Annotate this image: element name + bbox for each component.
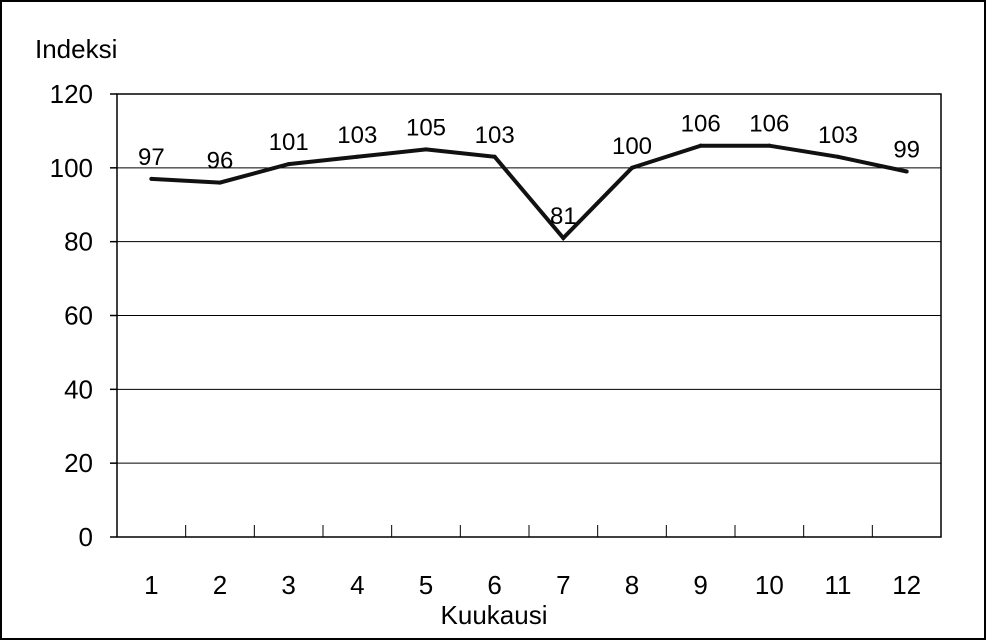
data-label: 99 — [893, 137, 920, 164]
data-label: 106 — [749, 111, 789, 138]
data-point — [149, 176, 154, 181]
x-tick-label: 12 — [892, 570, 921, 600]
x-tick-label: 5 — [419, 570, 433, 600]
data-label: 105 — [406, 114, 446, 141]
data-point — [767, 143, 772, 148]
series-layer — [149, 143, 909, 241]
data-label: 106 — [681, 111, 721, 138]
x-tick-label: 6 — [487, 570, 501, 600]
data-label: 81 — [550, 203, 577, 230]
y-tick-label: 0 — [79, 522, 93, 552]
x-tick-label: 11 — [825, 570, 852, 600]
y-tick-label: 120 — [50, 79, 93, 109]
x-tick-label: 4 — [350, 570, 364, 600]
x-tick-label: 7 — [556, 570, 570, 600]
y-tick-label: 80 — [64, 227, 93, 257]
data-label: 96 — [207, 148, 234, 175]
x-axis-ticks: 1 2 3 4 5 6 7 8 9 10 11 12 — [144, 525, 921, 600]
series-line — [151, 143, 908, 241]
data-label: 103 — [337, 122, 377, 149]
data-point — [355, 154, 360, 159]
data-label: 103 — [818, 122, 858, 149]
data-point — [218, 180, 222, 185]
data-label: 101 — [269, 129, 309, 156]
y-tick-label: 60 — [64, 301, 93, 331]
x-axis-title: Kuukausi — [441, 600, 548, 630]
y-axis-ticks: 0 20 40 60 80 100 120 — [50, 79, 117, 552]
y-tick-label: 100 — [50, 153, 93, 183]
gridlines — [117, 167, 941, 464]
x-tick-label: 2 — [213, 570, 227, 600]
x-tick-label: 1 — [144, 570, 158, 600]
x-tick-label: 3 — [281, 570, 295, 600]
data-point — [561, 235, 566, 240]
y-tick-label: 20 — [64, 448, 93, 478]
data-point — [836, 154, 840, 159]
x-tick-label: 10 — [755, 570, 784, 600]
y-axis-title: Indeksi — [35, 34, 117, 64]
data-labels: 97 96 101 103 105 103 81 100 106 106 103 99 — [138, 111, 920, 230]
data-label: 97 — [138, 144, 165, 171]
data-point — [424, 147, 428, 152]
data-label: 103 — [475, 122, 515, 149]
data-point — [904, 169, 909, 174]
data-point — [492, 154, 497, 159]
data-point — [698, 143, 703, 148]
data-label: 100 — [612, 133, 652, 160]
x-tick-label: 8 — [625, 570, 639, 600]
data-point — [630, 165, 634, 170]
x-tick-label: 9 — [693, 570, 707, 600]
y-tick-label: 40 — [64, 374, 93, 404]
data-point — [286, 162, 291, 167]
